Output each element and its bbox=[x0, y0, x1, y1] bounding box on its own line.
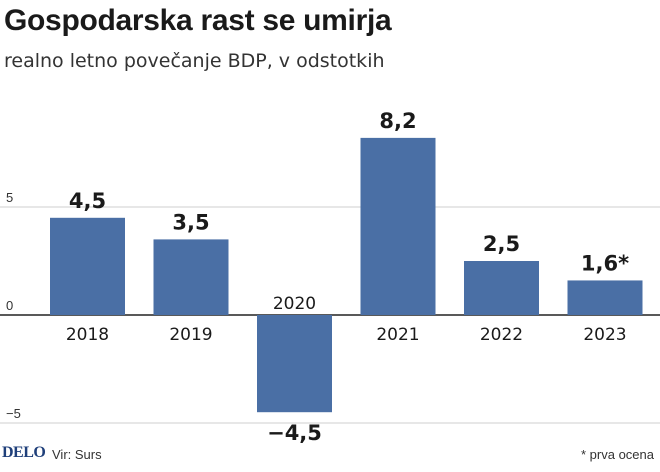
value-label: 8,2 bbox=[379, 109, 416, 133]
category-label: 2022 bbox=[480, 325, 523, 345]
value-labels: 4,5 3,5 −4,5 8,2 2,5 1,6* bbox=[69, 109, 629, 445]
y-tick-label: 5 bbox=[6, 190, 13, 205]
bar bbox=[360, 137, 436, 315]
bar bbox=[464, 261, 539, 315]
category-label: 2019 bbox=[169, 325, 212, 345]
category-label: 2020 bbox=[273, 294, 316, 314]
category-label: 2023 bbox=[583, 325, 626, 345]
chart-title: Gospodarska rast se umirja bbox=[4, 4, 392, 37]
source-note: Vir: Surs bbox=[52, 447, 102, 462]
bar bbox=[153, 239, 229, 315]
category-label: 2018 bbox=[66, 325, 109, 345]
estimate-footnote: * prva ocena bbox=[581, 447, 654, 462]
bar bbox=[567, 280, 643, 315]
chart-subtitle: realno letno povečanje BDP, v odstotkih bbox=[4, 50, 385, 72]
bars bbox=[50, 137, 643, 413]
value-label: 4,5 bbox=[69, 189, 106, 213]
value-label: 2,5 bbox=[483, 232, 520, 256]
brand-logo: DELO bbox=[2, 444, 46, 461]
value-label: 1,6* bbox=[581, 251, 629, 275]
bar bbox=[257, 315, 332, 413]
value-label: −4,5 bbox=[267, 421, 322, 445]
bar bbox=[50, 217, 125, 315]
y-tick-label: −5 bbox=[6, 406, 21, 421]
y-tick-label: 0 bbox=[6, 298, 13, 313]
category-labels: 2018 2019 2020 2021 2022 2023 bbox=[66, 294, 627, 345]
y-tick-labels: 5 0 −5 bbox=[6, 190, 21, 421]
value-label: 3,5 bbox=[172, 210, 209, 234]
category-label: 2021 bbox=[376, 325, 419, 345]
